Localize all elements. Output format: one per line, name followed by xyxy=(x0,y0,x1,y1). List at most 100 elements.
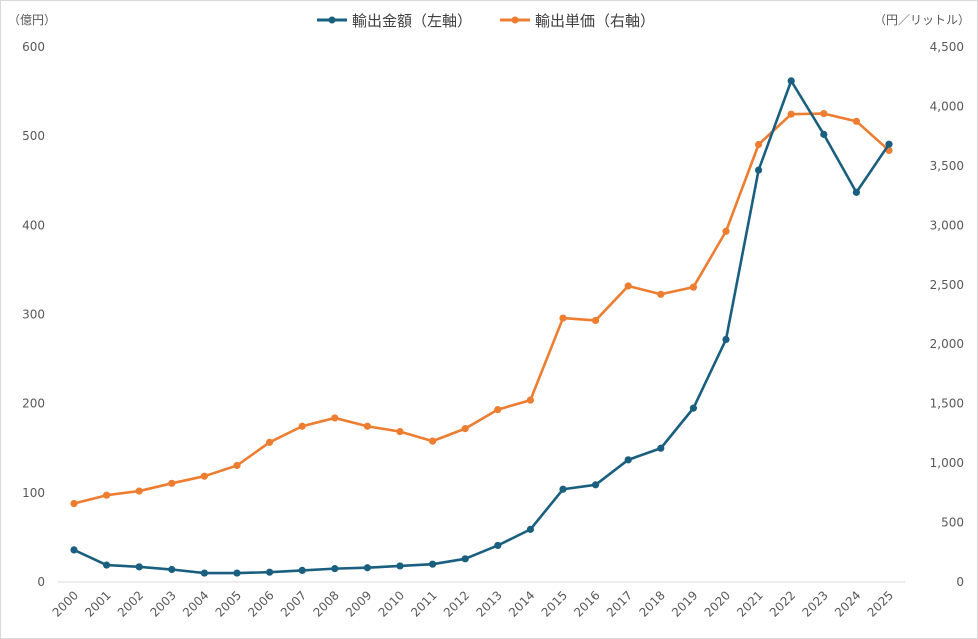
left-tick-label: 0 xyxy=(37,575,45,589)
left-axis-unit-label: （億円） xyxy=(8,13,56,27)
data-point xyxy=(429,560,437,568)
data-point xyxy=(494,541,502,550)
x-axis-ticks: 2000 2001 2002 2003 2004 2005 2006 2007 2008 2009… xyxy=(50,588,896,619)
legend-marker-unit-price xyxy=(511,16,519,24)
data-point xyxy=(298,422,306,430)
x-tick-label: 2004 xyxy=(180,588,211,619)
data-point xyxy=(461,555,469,563)
x-tick-label: 2025 xyxy=(865,588,896,619)
right-tick-label: 500 xyxy=(941,516,964,530)
data-point xyxy=(363,564,371,572)
right-tick-label: 0 xyxy=(956,575,964,589)
data-point xyxy=(526,525,535,533)
legend-label-export-value: 輸出金額（左軸） xyxy=(352,12,472,30)
right-tick-label: 1,000 xyxy=(930,456,964,470)
data-point xyxy=(852,117,861,125)
x-tick-label: 2020 xyxy=(702,588,733,619)
data-point xyxy=(787,77,795,85)
data-point xyxy=(331,414,339,422)
right-tick-label: 3,000 xyxy=(930,218,964,232)
data-point xyxy=(722,227,730,235)
data-point xyxy=(70,546,78,554)
legend-marker-export-value xyxy=(328,16,336,24)
data-point xyxy=(200,472,208,480)
data-point xyxy=(494,406,502,414)
data-point xyxy=(624,282,632,290)
data-point xyxy=(135,487,143,495)
data-point xyxy=(70,499,78,508)
x-tick-label: 2012 xyxy=(441,588,472,619)
x-tick-label: 2007 xyxy=(278,588,309,619)
x-tick-label: 2021 xyxy=(734,588,765,619)
x-tick-label: 2018 xyxy=(636,588,667,619)
series-line xyxy=(73,79,891,575)
x-tick-label: 2003 xyxy=(147,588,178,619)
x-tick-label: 2001 xyxy=(82,588,113,619)
data-point xyxy=(135,563,143,571)
x-tick-label: 2022 xyxy=(767,588,798,619)
data-point xyxy=(200,569,208,577)
x-tick-label: 2024 xyxy=(832,588,863,619)
x-tick-label: 2002 xyxy=(115,588,146,619)
data-point xyxy=(787,110,795,118)
x-tick-label: 2008 xyxy=(310,588,341,619)
right-tick-label: 3,500 xyxy=(930,159,964,173)
left-tick-label: 200 xyxy=(22,397,45,411)
data-point xyxy=(820,130,828,138)
right-axis-unit-label: （円／リットル） xyxy=(874,13,970,27)
x-tick-label: 2014 xyxy=(506,588,537,619)
data-point xyxy=(559,485,567,493)
data-point xyxy=(820,109,828,118)
data-point xyxy=(755,140,763,149)
data-point xyxy=(592,316,600,325)
data-point xyxy=(103,561,111,569)
data-point xyxy=(168,479,176,487)
data-point xyxy=(657,444,665,452)
series-line xyxy=(73,112,890,505)
data-point xyxy=(363,422,371,430)
x-tick-label: 2005 xyxy=(213,588,244,619)
series-export-value xyxy=(70,77,893,577)
legend-label-unit-price: 輸出単価（右軸） xyxy=(535,12,655,30)
left-tick-label: 600 xyxy=(22,40,45,54)
right-tick-label: 2,000 xyxy=(930,337,964,351)
data-point xyxy=(885,140,893,148)
left-axis-ticks: 0 100 200 300 400 500 600 xyxy=(22,40,45,589)
data-point xyxy=(233,461,241,470)
data-point xyxy=(266,568,274,576)
left-tick-label: 300 xyxy=(22,308,45,322)
right-axis-ticks: 0 500 1,000 1,500 2,000 2,500 3,000 3,500 4,000 4… xyxy=(930,40,964,589)
x-tick-label: 2006 xyxy=(245,588,276,619)
data-point xyxy=(689,404,698,412)
data-point xyxy=(722,335,730,344)
data-point xyxy=(396,562,404,570)
data-point xyxy=(429,437,437,445)
data-point xyxy=(266,438,274,446)
right-tick-label: 4,500 xyxy=(930,40,964,54)
data-point xyxy=(755,166,763,174)
data-point xyxy=(461,425,469,433)
data-point xyxy=(103,491,111,499)
series-layer xyxy=(70,77,893,577)
x-tick-label: 2016 xyxy=(571,588,602,619)
left-tick-label: 500 xyxy=(22,129,45,143)
data-point xyxy=(233,569,241,577)
x-tick-label: 2011 xyxy=(408,588,439,619)
data-point xyxy=(624,456,632,464)
legend: 輸出金額（左軸） 輸出単価（右軸） xyxy=(317,12,655,30)
x-tick-label: 2009 xyxy=(343,588,374,619)
data-point xyxy=(298,566,306,575)
left-tick-label: 400 xyxy=(22,218,45,232)
x-tick-label: 2017 xyxy=(604,588,635,619)
x-tick-label: 2013 xyxy=(473,588,504,619)
x-tick-label: 2023 xyxy=(799,588,830,619)
right-tick-label: 2,500 xyxy=(930,278,964,292)
x-tick-label: 2015 xyxy=(539,588,570,619)
data-point xyxy=(689,283,698,291)
data-point xyxy=(657,290,665,298)
data-point xyxy=(331,565,339,573)
data-point xyxy=(852,188,861,196)
data-point xyxy=(396,428,404,436)
